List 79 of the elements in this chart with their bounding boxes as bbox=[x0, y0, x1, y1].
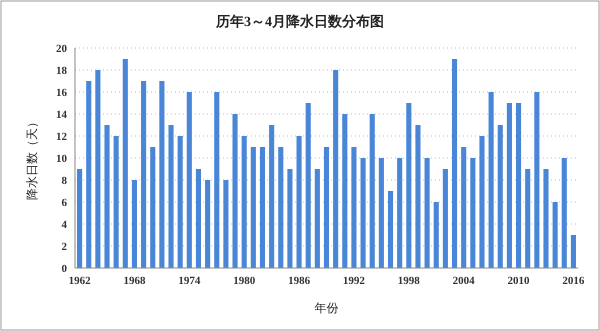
bar bbox=[351, 147, 356, 268]
bar bbox=[488, 92, 494, 268]
bar bbox=[424, 158, 430, 268]
bar bbox=[95, 70, 100, 268]
x-tick-label: 1998 bbox=[398, 275, 420, 287]
chart-title: 历年3～4月降水日数分布图 bbox=[215, 14, 384, 30]
x-tick-label: 1962 bbox=[68, 275, 92, 287]
bar bbox=[397, 158, 402, 268]
y-axis-title: 降水日数（天） bbox=[25, 116, 39, 200]
bar bbox=[269, 125, 274, 268]
y-tick-label: 6 bbox=[62, 197, 68, 209]
bar bbox=[506, 103, 512, 268]
bar bbox=[196, 169, 202, 268]
bar bbox=[333, 70, 338, 268]
x-tick-label: 1968 bbox=[123, 275, 146, 287]
bar bbox=[214, 92, 220, 268]
bar bbox=[178, 136, 183, 268]
bar bbox=[114, 136, 119, 268]
y-tick-label: 2 bbox=[62, 241, 68, 253]
bar bbox=[104, 125, 110, 268]
bar bbox=[360, 158, 366, 268]
bar bbox=[562, 158, 567, 268]
bar bbox=[250, 147, 256, 268]
bar bbox=[223, 180, 228, 268]
bar bbox=[452, 59, 458, 268]
bar bbox=[461, 147, 466, 268]
bar bbox=[415, 125, 421, 268]
y-tick-label: 0 bbox=[62, 263, 68, 275]
x-axis-title: 年份 bbox=[314, 301, 338, 315]
bar bbox=[260, 147, 266, 268]
bar bbox=[324, 147, 330, 268]
y-tick-label: 18 bbox=[56, 65, 68, 77]
bar bbox=[287, 169, 292, 268]
bar bbox=[314, 169, 320, 268]
bar bbox=[370, 114, 375, 268]
x-tick-label: 1974 bbox=[178, 275, 201, 287]
bar bbox=[342, 114, 348, 268]
bar bbox=[525, 169, 530, 268]
bar bbox=[296, 136, 302, 268]
y-tick-label: 14 bbox=[56, 109, 68, 121]
y-tick-label: 20 bbox=[56, 43, 68, 55]
x-tick-label: 2004 bbox=[452, 275, 476, 287]
bar bbox=[159, 81, 164, 268]
y-tick-label: 12 bbox=[56, 131, 68, 143]
bar bbox=[86, 81, 92, 268]
bar bbox=[434, 202, 439, 268]
bar bbox=[406, 103, 412, 268]
bar bbox=[534, 92, 540, 268]
bar bbox=[479, 136, 485, 268]
bar bbox=[470, 158, 476, 268]
x-tick-label: 1986 bbox=[288, 275, 311, 287]
x-tick-label: 2010 bbox=[508, 275, 530, 287]
y-tick-label: 8 bbox=[62, 175, 68, 187]
bar bbox=[516, 103, 522, 268]
bar bbox=[552, 202, 558, 268]
y-tick-label: 10 bbox=[56, 153, 68, 165]
bar bbox=[570, 235, 576, 268]
bar bbox=[378, 158, 384, 268]
bar bbox=[242, 136, 247, 268]
bar bbox=[278, 147, 284, 268]
y-tick-label: 4 bbox=[62, 219, 68, 231]
bar bbox=[132, 180, 138, 268]
bar bbox=[150, 147, 156, 268]
bar bbox=[186, 92, 192, 268]
bar bbox=[168, 125, 174, 268]
x-tick-label: 2016 bbox=[562, 275, 585, 287]
bar bbox=[205, 180, 210, 268]
bar bbox=[122, 59, 128, 268]
y-tick-label: 16 bbox=[56, 87, 68, 99]
bar bbox=[77, 169, 82, 268]
bar bbox=[388, 191, 394, 268]
x-tick-label: 1980 bbox=[233, 275, 256, 287]
bar bbox=[306, 103, 311, 268]
bar bbox=[498, 125, 503, 268]
bar bbox=[141, 81, 146, 268]
x-tick-label: 1992 bbox=[342, 275, 366, 287]
bar bbox=[232, 114, 238, 268]
bar bbox=[543, 169, 549, 268]
bar bbox=[442, 169, 448, 268]
